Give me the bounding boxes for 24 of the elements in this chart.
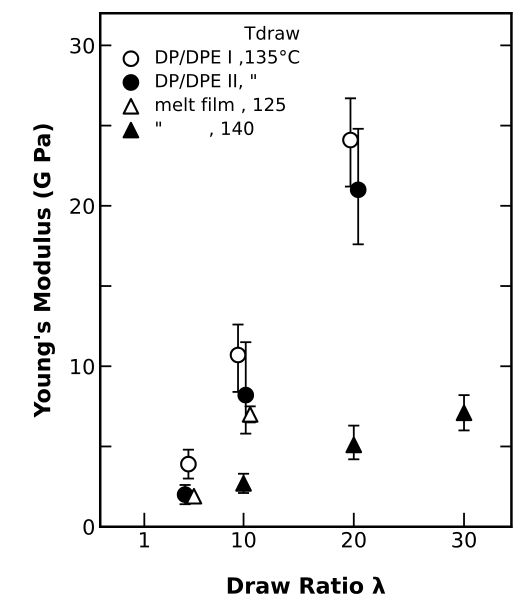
y-tick-label: 20 [70,198,94,214]
x-axis-title: Draw Ratio λ [228,576,386,594]
point [456,404,472,422]
x-tick-label: 1 [140,532,150,548]
y-tick-label: 10 [71,358,94,374]
legend-label: DP/DPE II, " [156,74,256,90]
point [235,475,252,492]
x-tick-label: 30 [452,532,476,548]
point [345,436,362,454]
point [342,132,359,148]
point [237,386,254,404]
y-tick-label: 30 [70,38,94,54]
legend-title: Tdraw [244,26,300,40]
y-axis-title: Young's Modulus (G Pa) [33,124,55,418]
x-tick-label: 20 [342,532,366,548]
point [186,488,202,505]
point [180,456,197,472]
point [350,181,367,198]
legend-label: DP/DPE I ,135°C [156,50,300,66]
y-tick-label: 0 [83,519,94,535]
legend-label: " , 140 [156,121,254,137]
x-tick-label: 10 [232,532,256,548]
legend-label: melt film , 125 [156,97,286,114]
point [230,346,246,364]
